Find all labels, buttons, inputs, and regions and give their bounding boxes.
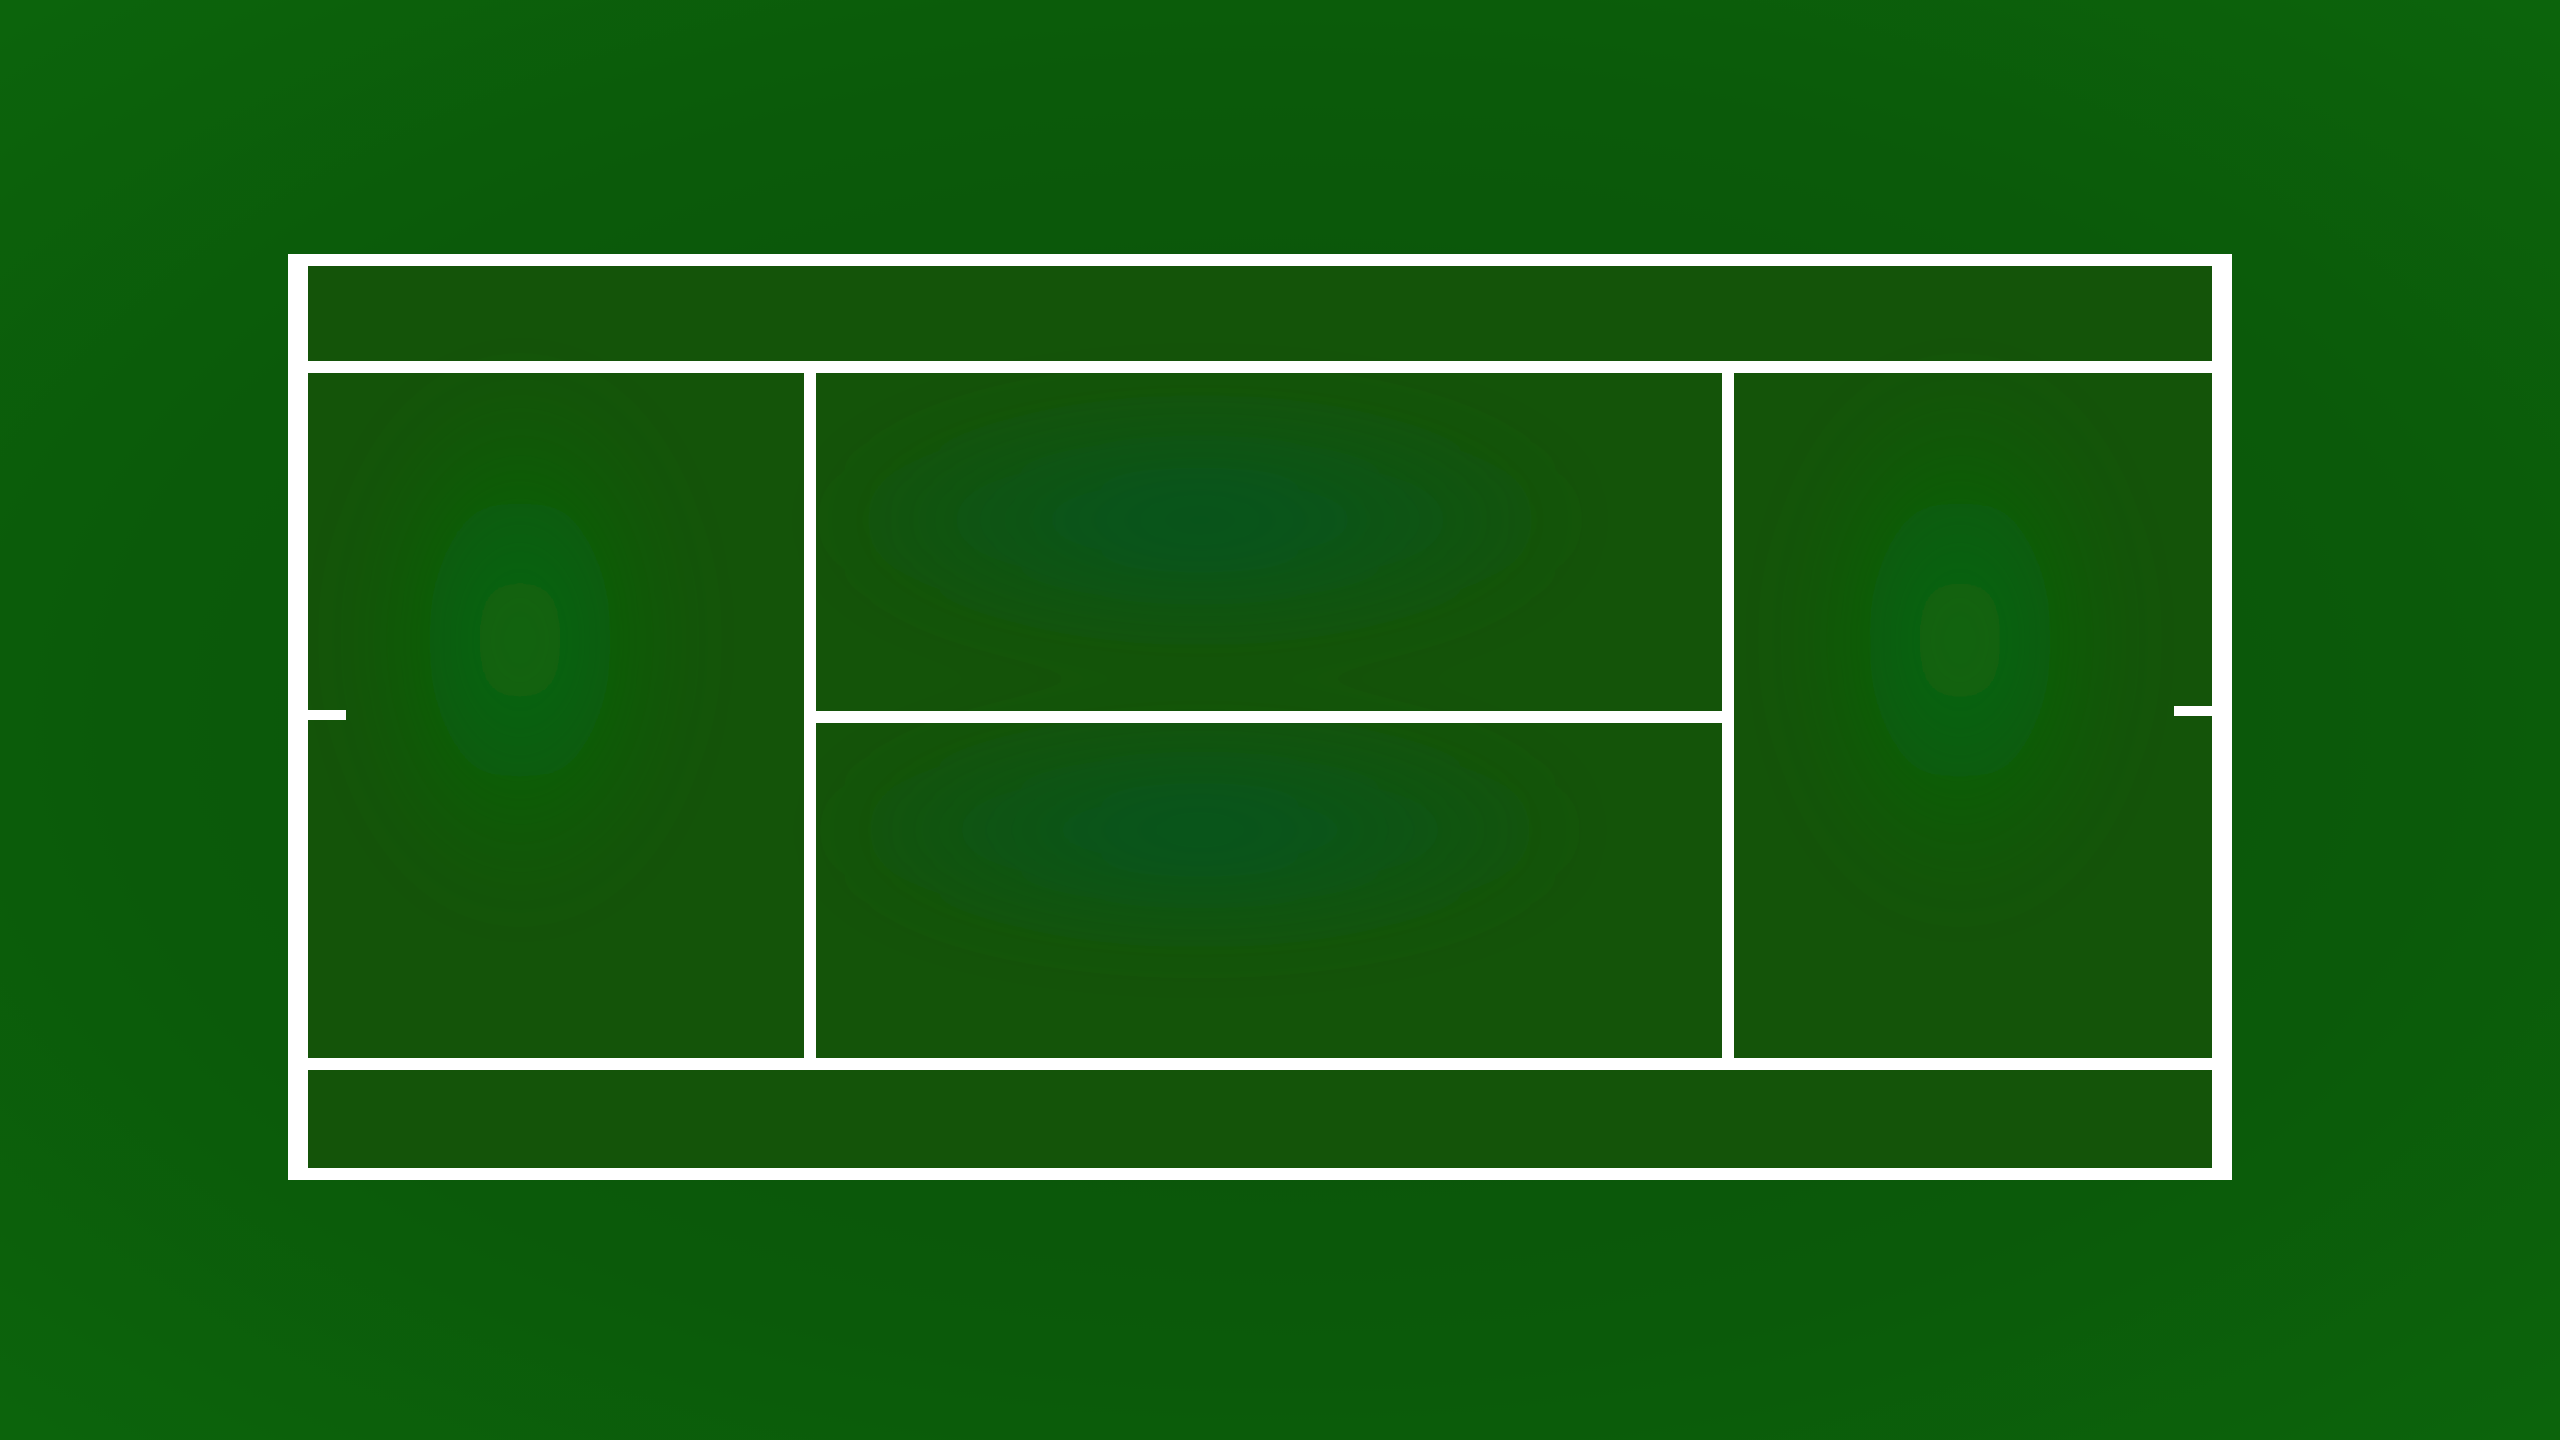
singles-sideline-bottom <box>300 1058 2220 1070</box>
singles-sideline-top <box>300 361 2220 373</box>
baseline-left <box>288 254 308 1180</box>
baseline-right <box>2212 254 2232 1180</box>
grass-texture <box>360 380 2120 940</box>
center-service-line <box>810 711 1728 723</box>
center-mark-right <box>2174 706 2220 716</box>
center-mark-left <box>300 710 346 720</box>
doubles-sideline-top <box>288 254 2232 266</box>
court-lines <box>288 254 2232 1180</box>
doubles-sideline-bottom <box>288 1168 2232 1180</box>
